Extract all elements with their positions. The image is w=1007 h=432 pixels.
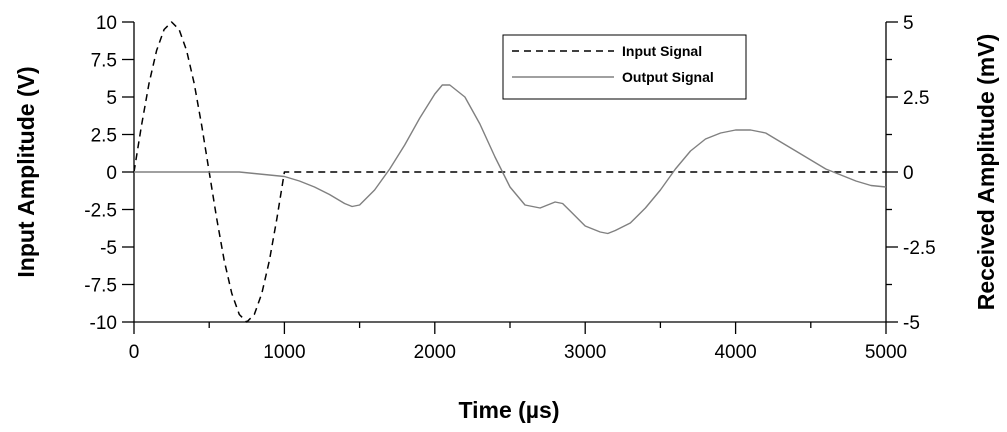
legend-label-output-signal: Output Signal: [622, 69, 714, 85]
series-line-output-signal: [134, 84, 887, 235]
y-right-tick-label: 0: [903, 163, 914, 184]
y-left-tick-label: -10: [90, 313, 117, 334]
y-left-tick-label: -5: [100, 238, 117, 259]
y-left-tick-label: 10: [96, 13, 117, 34]
y-axis-title-right: Received Amplitude (mV): [973, 34, 999, 310]
y-left-tick-label: 0: [106, 163, 117, 184]
y-left-tick-label: 2.5: [91, 126, 117, 147]
y-left-tick-label: 5: [106, 88, 117, 109]
series-layer: [133, 21, 887, 323]
x-tick-label: 5000: [865, 342, 907, 363]
y-right-tick-label: 2.5: [903, 88, 929, 109]
x-tick-label: 0: [129, 342, 140, 363]
x-tick-label: 1000: [263, 342, 305, 363]
legend-label-input-signal: Input Signal: [622, 43, 702, 59]
y-right-tick-label: 5: [903, 13, 914, 34]
y-right-tick-label: -2.5: [903, 238, 936, 259]
y-left-tick-label: -7.5: [84, 276, 117, 297]
x-tick-label: 2000: [414, 342, 456, 363]
y-left-tick-label: 7.5: [91, 51, 117, 72]
x-tick-label: 4000: [714, 342, 756, 363]
series-line-input-signal: [133, 21, 886, 323]
x-tick-label: 3000: [564, 342, 606, 363]
y-left-tick-label: -2.5: [84, 201, 117, 222]
x-axis-title: Time (µs): [458, 397, 559, 423]
y-right-tick-label: -5: [903, 313, 920, 334]
y-axis-title-left: Input Amplitude (V): [13, 66, 39, 277]
legend-box: [502, 34, 747, 100]
ticks: 0 1000 2000 3000 4000 5000 10 7.5 5 2.5 0 -2.5 -5 -7.…: [84, 13, 936, 363]
legend: Input Signal Output Signal: [502, 34, 747, 100]
